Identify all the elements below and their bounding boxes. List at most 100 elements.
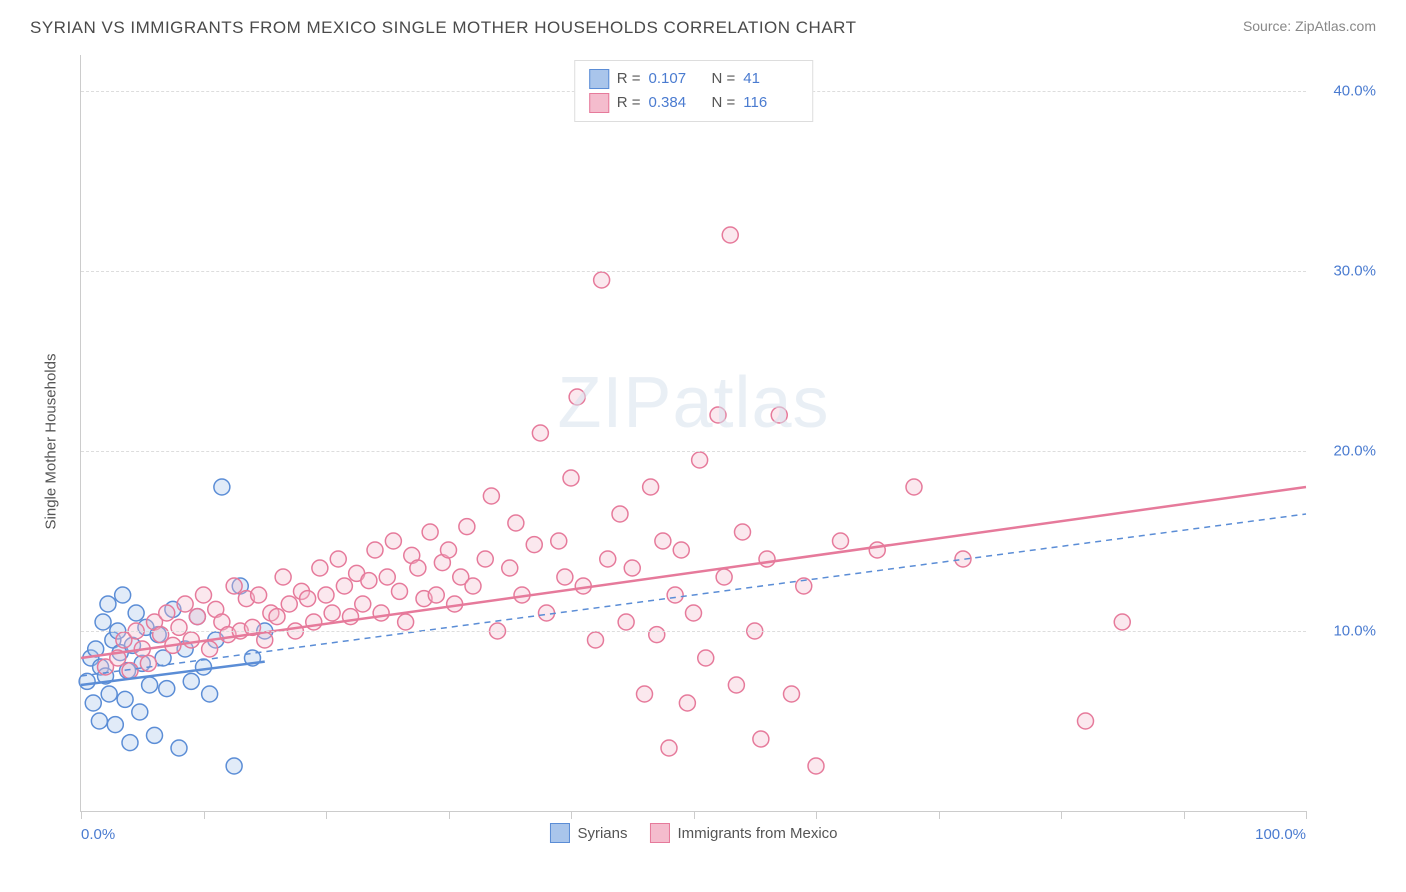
r-value: 0.384 [649, 91, 704, 115]
scatter-point-mexico [551, 533, 567, 549]
y-tick-label: 10.0% [1333, 623, 1376, 640]
scatter-point-mexico [379, 569, 395, 585]
legend-stats-box: R =0.107N =41R =0.384N =116 [574, 60, 814, 122]
gridline [81, 631, 1306, 632]
chart-container: Single Mother Households ZIPatlas R =0.1… [55, 55, 1391, 837]
y-tick-label: 40.0% [1333, 83, 1376, 100]
y-tick-label: 30.0% [1333, 263, 1376, 280]
scatter-point-mexico [679, 695, 695, 711]
scatter-point-mexico [808, 758, 824, 774]
scatter-point-mexico [833, 533, 849, 549]
x-tick-label: 0.0% [81, 826, 115, 843]
scatter-point-mexico [526, 537, 542, 553]
x-tick [816, 811, 817, 819]
x-tick [326, 811, 327, 819]
scatter-point-mexico [722, 227, 738, 243]
scatter-point-mexico [306, 614, 322, 630]
legend-stat-row-mexico: R =0.384N =116 [589, 91, 799, 115]
scatter-point-mexico [624, 560, 640, 576]
x-tick [939, 811, 940, 819]
scatter-point-mexico [698, 650, 714, 666]
scatter-point-mexico [716, 569, 732, 585]
trendline-mexico [81, 487, 1306, 658]
legend-bottom: Syrians Immigrants from Mexico [549, 823, 837, 843]
scatter-point-syrians [101, 686, 117, 702]
scatter-point-syrians [196, 659, 212, 675]
scatter-point-mexico [459, 519, 475, 535]
legend-swatch-icon [549, 823, 569, 843]
scatter-point-mexico [569, 389, 585, 405]
x-tick [694, 811, 695, 819]
scatter-point-mexico [710, 407, 726, 423]
scatter-point-mexico [275, 569, 291, 585]
y-axis-title: Single Mother Households [43, 354, 60, 530]
scatter-point-mexico [477, 551, 493, 567]
x-tick [81, 811, 82, 819]
scatter-point-mexico [508, 515, 524, 531]
r-label: R = [617, 91, 641, 115]
scatter-point-mexico [686, 605, 702, 621]
legend-swatch-icon [589, 93, 609, 113]
scatter-point-mexico [324, 605, 340, 621]
r-label: R = [617, 67, 641, 91]
scatter-point-mexico [196, 587, 212, 603]
scatter-point-mexico [336, 578, 352, 594]
scatter-point-mexico [122, 663, 138, 679]
scatter-point-mexico [655, 533, 671, 549]
legend-label: Syrians [577, 825, 627, 842]
scatter-point-syrians [226, 758, 242, 774]
x-tick [1306, 811, 1307, 819]
scatter-point-mexico [226, 578, 242, 594]
scatter-point-mexico [269, 609, 285, 625]
scatter-point-syrians [142, 677, 158, 693]
scatter-point-mexico [189, 609, 205, 625]
scatter-point-mexico [483, 488, 499, 504]
scatter-point-syrians [117, 691, 133, 707]
chart-title: SYRIAN VS IMMIGRANTS FROM MEXICO SINGLE … [30, 18, 857, 38]
x-tick [571, 811, 572, 819]
scatter-point-mexico [1114, 614, 1130, 630]
n-value: 41 [743, 67, 798, 91]
scatter-point-syrians [107, 717, 123, 733]
r-value: 0.107 [649, 67, 704, 91]
scatter-point-mexico [692, 452, 708, 468]
x-tick [1061, 811, 1062, 819]
scatter-point-mexico [557, 569, 573, 585]
gridline [81, 271, 1306, 272]
n-value: 116 [743, 91, 798, 115]
scatter-point-mexico [140, 655, 156, 671]
scatter-point-mexico [355, 596, 371, 612]
x-tick [1184, 811, 1185, 819]
scatter-point-mexico [367, 542, 383, 558]
legend-item-mexico: Immigrants from Mexico [650, 823, 838, 843]
scatter-point-mexico [661, 740, 677, 756]
scatter-point-mexico [465, 578, 481, 594]
scatter-point-mexico [361, 573, 377, 589]
scatter-point-syrians [202, 686, 218, 702]
scatter-point-mexico [600, 551, 616, 567]
scatter-point-mexico [618, 614, 634, 630]
scatter-point-mexico [906, 479, 922, 495]
scatter-point-mexico [594, 272, 610, 288]
scatter-point-mexico [281, 596, 297, 612]
scatter-point-syrians [171, 740, 187, 756]
scatter-point-mexico [612, 506, 628, 522]
scatter-point-mexico [667, 587, 683, 603]
scatter-point-syrians [115, 587, 131, 603]
scatter-point-syrians [122, 735, 138, 751]
scatter-point-mexico [502, 560, 518, 576]
scatter-point-mexico [410, 560, 426, 576]
scatter-point-syrians [85, 695, 101, 711]
legend-stat-row-syrians: R =0.107N =41 [589, 67, 799, 91]
scatter-point-mexico [588, 632, 604, 648]
scatter-point-syrians [91, 713, 107, 729]
scatter-point-mexico [202, 641, 218, 657]
legend-swatch-icon [589, 69, 609, 89]
scatter-point-mexico [257, 632, 273, 648]
scatter-point-mexico [183, 632, 199, 648]
scatter-point-mexico [177, 596, 193, 612]
scatter-point-mexico [312, 560, 328, 576]
scatter-point-mexico [753, 731, 769, 747]
scatter-point-syrians [147, 727, 163, 743]
scatter-point-mexico [869, 542, 885, 558]
